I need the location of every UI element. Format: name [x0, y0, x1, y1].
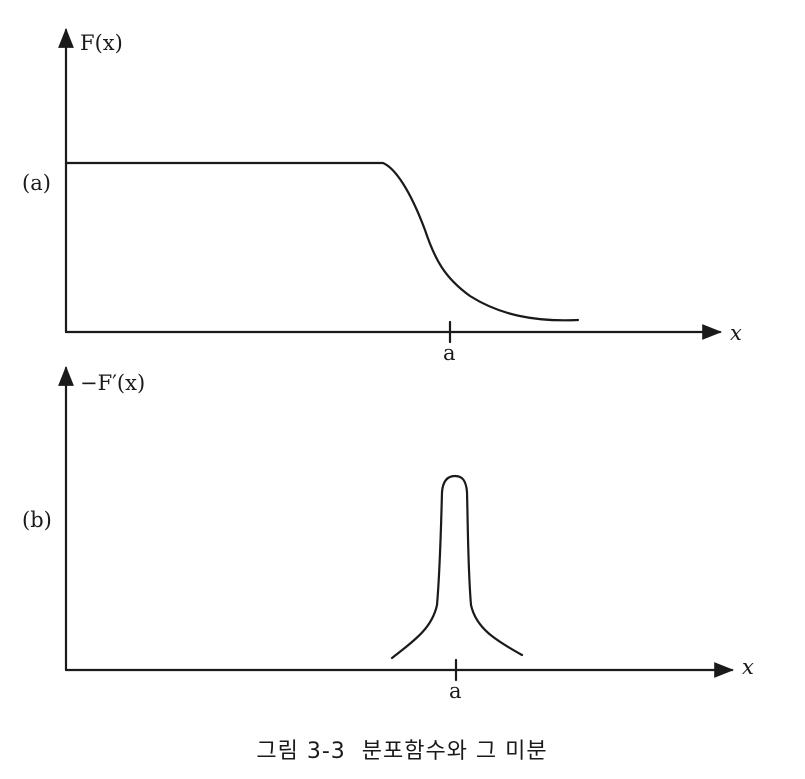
- panel-a-label: (a): [22, 171, 51, 195]
- panel-b-x-axis-label: x: [742, 655, 754, 679]
- panel-a-tick-label: a: [443, 341, 456, 365]
- panel-b-y-axis-label: −F′(x): [80, 371, 145, 395]
- panel-a-x-axis-label: x: [730, 321, 742, 345]
- panel-b: −F′(x) (b) x a: [22, 366, 754, 703]
- panel-a-y-axis-label: F(x): [80, 31, 123, 55]
- panel-a: F(x) (a) x a: [22, 28, 742, 365]
- distribution-function-curve: [64, 161, 580, 322]
- panel-b-label: (b): [22, 508, 52, 532]
- derivative-peak-curve: [390, 474, 524, 660]
- panel-b-tick-label: a: [449, 679, 462, 703]
- figure-caption: 그림 3-3 분포함수와 그 미분: [256, 739, 547, 764]
